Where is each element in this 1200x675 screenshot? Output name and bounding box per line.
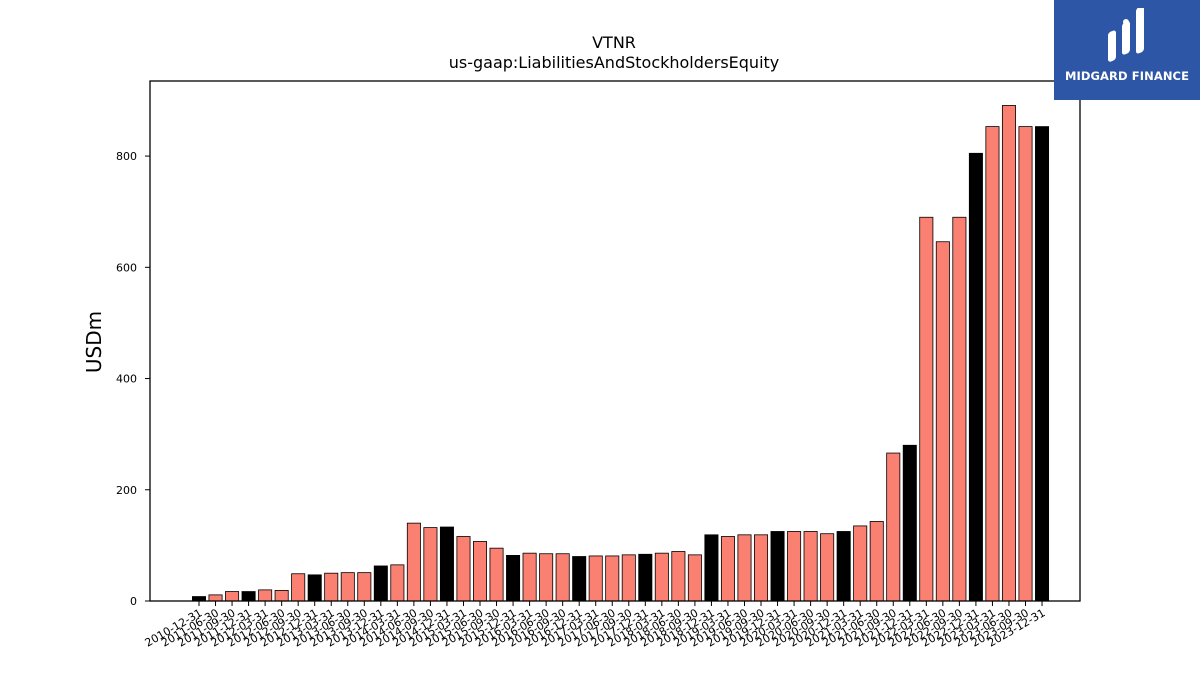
chart-title: VTNR	[592, 33, 636, 52]
bar-2020-12-31	[836, 531, 851, 602]
bar-2019-12-31	[770, 531, 785, 602]
bar-2013-09-30	[357, 572, 372, 602]
y-axis-ticks: 0 200 400 600 800	[116, 150, 150, 608]
bar-2015-12-31	[506, 555, 521, 602]
bar-2015-03-31	[456, 536, 471, 602]
y-tick-label: 200	[116, 484, 137, 497]
bar-2018-09-30	[687, 554, 702, 602]
bar-2017-03-31	[588, 555, 603, 602]
bar-2023-06-30	[1001, 105, 1016, 602]
bar-2011-09-30	[225, 591, 240, 602]
bar-2013-12-31	[373, 565, 388, 602]
plot-frame	[149, 80, 1081, 602]
bar-2019-03-31	[720, 536, 735, 602]
bar-2022-12-31	[968, 152, 983, 602]
bar-2022-09-30	[952, 216, 967, 602]
bar-2012-09-30	[291, 573, 306, 602]
y-tick-label: 400	[116, 373, 137, 386]
bar-2023-09-30	[1018, 126, 1033, 602]
chart-subtitle: us-gaap:LiabilitiesAndStockholdersEquity	[449, 53, 780, 72]
bar-2019-06-30	[737, 534, 752, 602]
bar-2020-03-31	[787, 531, 802, 602]
bar-2014-06-30	[406, 522, 421, 602]
y-tick-label: 800	[116, 150, 137, 163]
bar-2018-12-31	[704, 534, 719, 602]
bar-2012-06-30	[274, 590, 289, 602]
y-tick-label: 600	[116, 261, 137, 274]
bar-2015-09-30	[489, 547, 504, 602]
bar-2022-06-30	[935, 241, 950, 602]
brand-name: MIDGARD FINANCE	[1064, 69, 1190, 83]
bar-2020-06-30	[803, 531, 818, 602]
bar-2017-12-31	[638, 553, 653, 602]
bar-2021-12-31	[902, 444, 917, 602]
bar-2015-06-30	[473, 541, 488, 602]
brand-logo: MIDGARD FINANCE	[1054, 0, 1200, 100]
bar-2016-09-30	[555, 553, 570, 602]
bar-2014-09-30	[423, 527, 438, 602]
bar-2017-06-30	[605, 555, 620, 602]
x-axis-ticks: 2010-12-312011-06-302011-09-302011-12-31…	[143, 601, 1048, 650]
bar-2021-03-31	[853, 525, 868, 602]
bar-2011-12-31	[241, 591, 256, 602]
bar-2014-12-31	[439, 526, 454, 602]
bar-2023-12-31	[1035, 126, 1050, 602]
bar-2021-09-30	[886, 452, 901, 602]
bar-2013-03-31	[324, 572, 339, 602]
bar-2012-03-31	[258, 589, 273, 602]
bar-2016-12-31	[572, 556, 587, 602]
bar-2018-06-30	[671, 551, 686, 602]
y-axis-label: USDm	[82, 311, 106, 373]
bar-2021-06-30	[869, 521, 884, 602]
bar-2020-09-30	[820, 533, 835, 602]
bar-2018-03-31	[654, 552, 669, 602]
bar-2014-03-31	[390, 564, 405, 602]
bar-2016-03-31	[522, 552, 537, 602]
y-tick-label: 0	[130, 595, 137, 608]
bar-2012-12-31	[307, 574, 322, 602]
bar-2019-09-30	[754, 534, 769, 602]
bar-2013-06-30	[340, 572, 355, 602]
bar-2017-09-30	[621, 554, 636, 602]
bars-layer	[191, 105, 1050, 602]
bar-2016-06-30	[539, 553, 554, 602]
midgard-logo-icon	[1108, 8, 1144, 62]
bar-2022-03-31	[919, 216, 934, 602]
bar-2010-12-31	[191, 596, 206, 602]
bar-2023-03-31	[985, 126, 1000, 602]
bar-2011-06-30	[208, 594, 223, 602]
